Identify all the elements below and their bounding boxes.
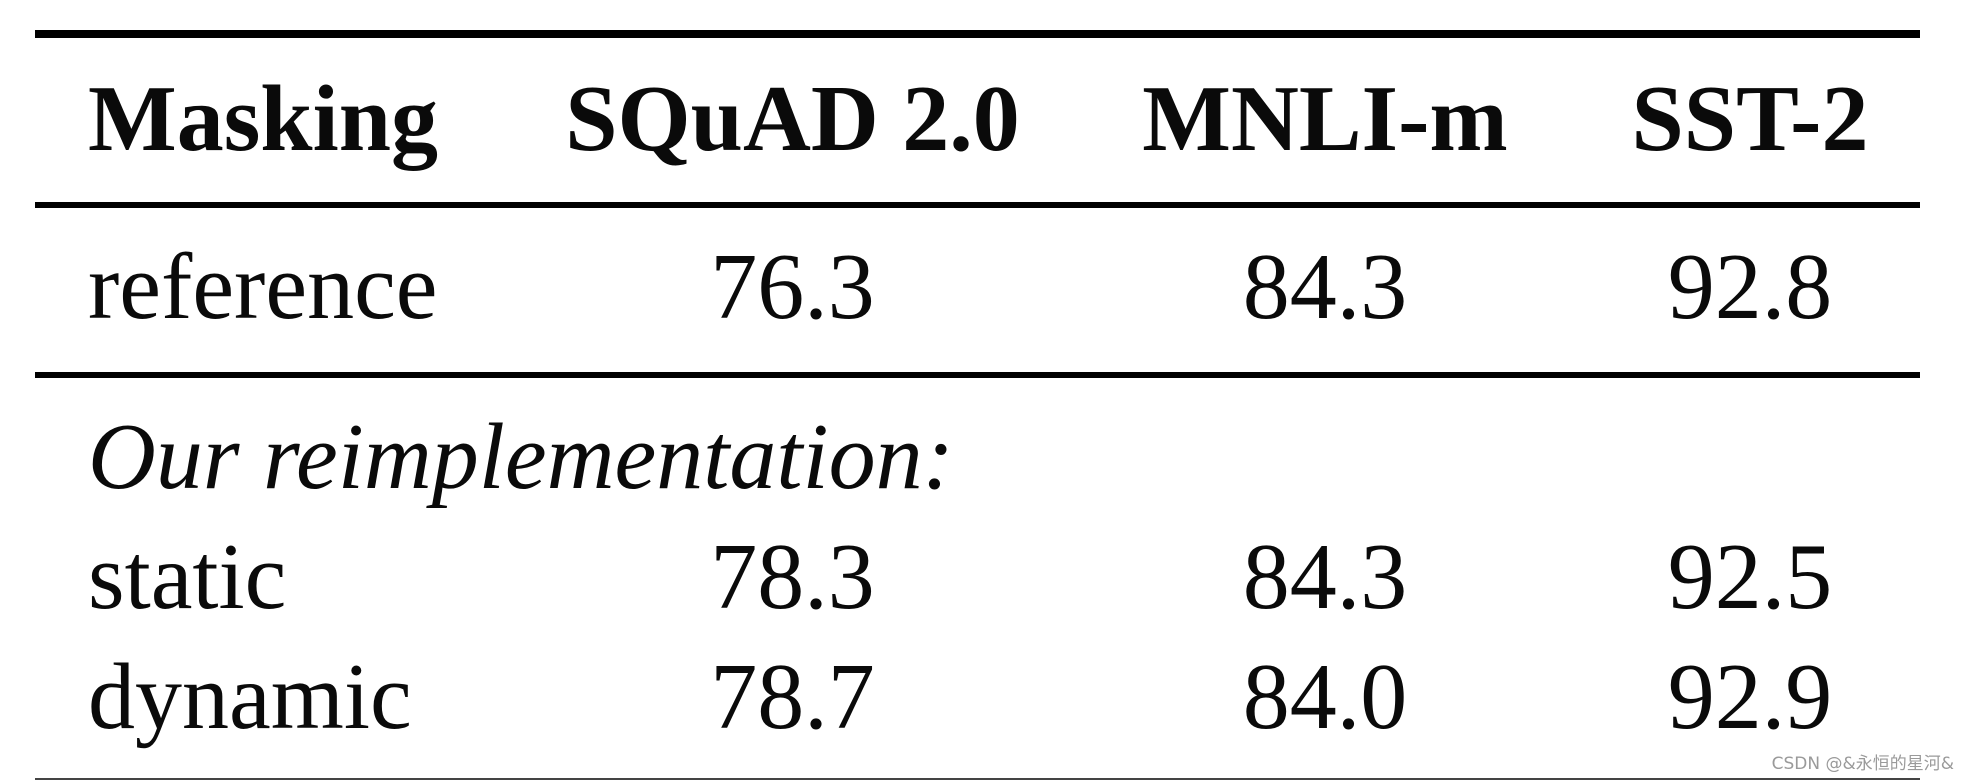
dynamic-sst2: 92.9 [1667,645,1833,749]
static-mnli: 84.3 [1242,525,1408,629]
section-rule [35,372,1920,378]
section-label: Our reimplementation: [88,405,954,509]
dynamic-mnli: 84.0 [1242,645,1408,749]
dynamic-squad: 78.7 [710,645,875,749]
reference-sst2: 92.8 [1667,235,1833,339]
static-label: static [88,525,287,629]
watermark: CSDN @&永恒的星河& [1771,754,1954,774]
reference-label: reference [88,235,438,339]
header-squad: SQuAD 2.0 [565,67,1020,171]
header-rule [35,202,1920,208]
header-masking: Masking [88,67,438,171]
reference-squad: 76.3 [710,235,875,339]
static-sst2: 92.5 [1667,525,1833,629]
header-mnli: MNLI-m [1142,67,1508,171]
reference-mnli: 84.3 [1242,235,1408,339]
dynamic-label: dynamic [88,645,412,749]
bottom-rule [35,778,1920,780]
top-rule [35,30,1920,38]
header-sst2: SST-2 [1631,67,1869,171]
static-squad: 78.3 [710,525,875,629]
